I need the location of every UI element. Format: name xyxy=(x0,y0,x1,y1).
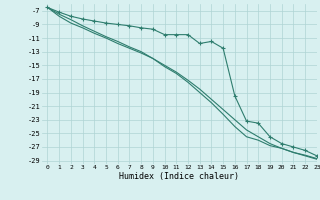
X-axis label: Humidex (Indice chaleur): Humidex (Indice chaleur) xyxy=(119,172,239,181)
